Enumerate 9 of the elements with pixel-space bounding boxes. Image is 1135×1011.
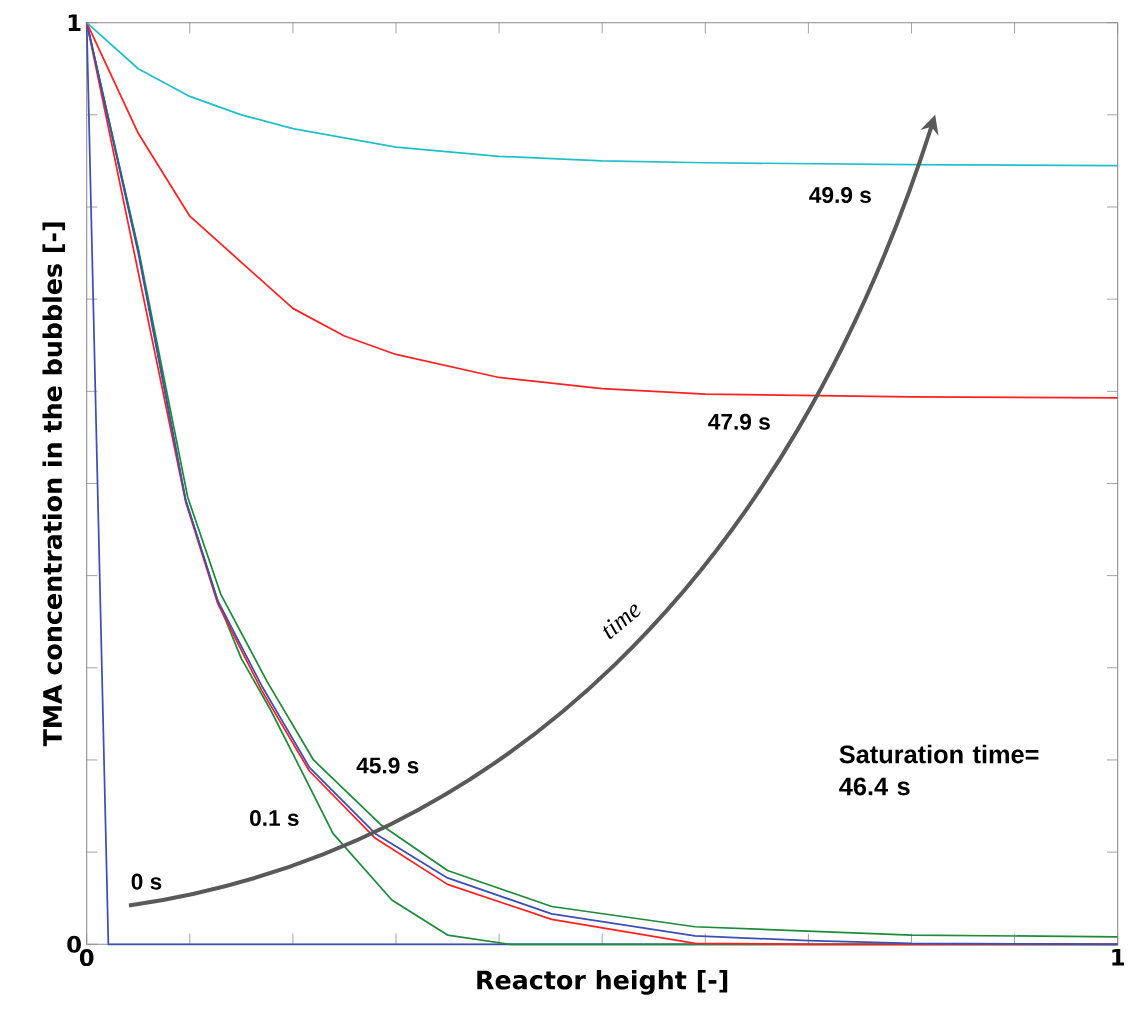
series-label: 0.1 s bbox=[250, 809, 299, 827]
annotation: time bbox=[603, 604, 641, 639]
y-axis-title: TMA concentration in the bubbles [-] bbox=[42, 222, 66, 747]
series-label: 0 s bbox=[131, 873, 162, 890]
x-axis-title: Reactor height [-] bbox=[477, 969, 728, 995]
series-label: 47.9 s bbox=[708, 413, 770, 430]
annotation: Saturation time= 46.4 s bbox=[839, 744, 1039, 796]
series-label: 49.9 s bbox=[809, 186, 871, 204]
series-label: 45.9 s bbox=[356, 757, 419, 774]
